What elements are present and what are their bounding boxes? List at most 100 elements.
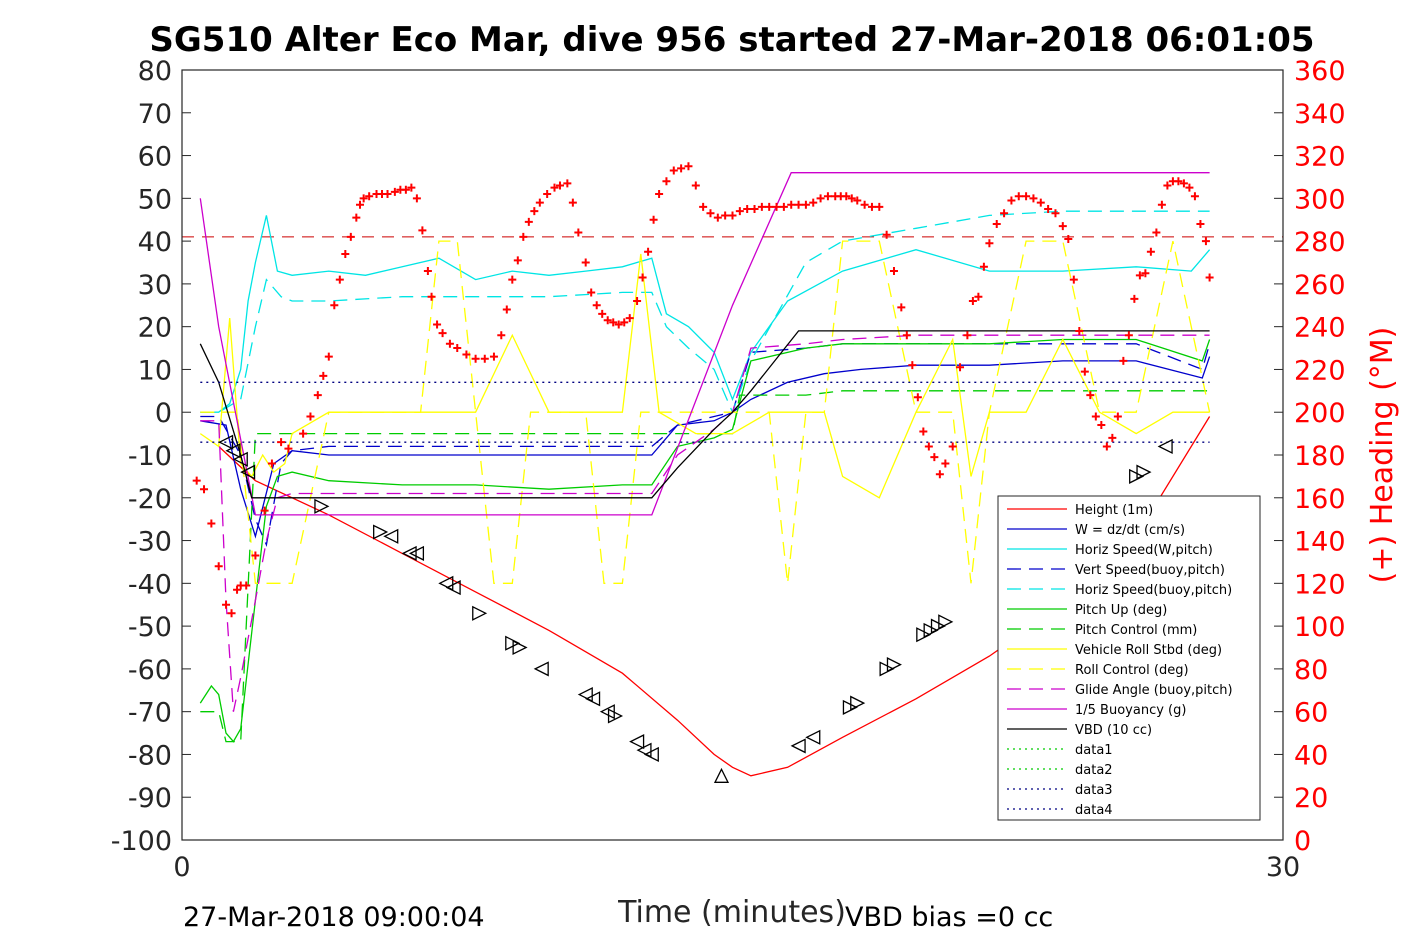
heading-marker bbox=[735, 207, 744, 216]
triangle-marker bbox=[472, 605, 488, 621]
heading-marker bbox=[691, 181, 700, 190]
right-y-tick-label: 320 bbox=[1294, 142, 1346, 173]
heading-marker bbox=[200, 485, 209, 494]
heading-marker bbox=[1080, 367, 1089, 376]
heading-marker bbox=[227, 609, 236, 618]
heading-marker bbox=[480, 354, 489, 363]
heading-marker bbox=[902, 331, 911, 340]
heading-marker bbox=[750, 205, 759, 214]
heading-marker bbox=[908, 361, 917, 370]
y-tick-label: -40 bbox=[128, 569, 172, 600]
heading-marker bbox=[390, 187, 399, 196]
triangle-marker bbox=[938, 614, 954, 630]
y-tick-label: -100 bbox=[111, 826, 172, 857]
triangle-marker bbox=[886, 657, 902, 673]
series-line bbox=[200, 343, 1211, 548]
heading-marker bbox=[284, 444, 293, 453]
triangle-marker bbox=[232, 451, 248, 467]
heading-marker bbox=[550, 183, 559, 192]
heading-marker bbox=[519, 232, 528, 241]
y-tick-label: 70 bbox=[138, 99, 172, 130]
heading-marker bbox=[772, 202, 781, 211]
heading-marker bbox=[524, 217, 533, 226]
y-tick-label: 80 bbox=[138, 56, 172, 87]
heading-marker bbox=[842, 192, 851, 201]
heading-marker bbox=[251, 551, 260, 560]
heading-marker bbox=[1135, 271, 1144, 280]
heading-marker bbox=[383, 190, 392, 199]
heading-marker bbox=[341, 249, 350, 258]
heading-marker bbox=[502, 305, 511, 314]
heading-marker bbox=[556, 181, 565, 190]
triangle-marker bbox=[445, 580, 461, 596]
triangle-marker bbox=[240, 464, 256, 480]
right-y-tick-label: 160 bbox=[1294, 484, 1346, 515]
heading-marker bbox=[508, 275, 517, 284]
legend-label: 1/5 Buoyancy (g) bbox=[1075, 703, 1186, 718]
heading-marker bbox=[963, 331, 972, 340]
heading-marker bbox=[433, 320, 442, 329]
heading-marker bbox=[875, 202, 884, 211]
heading-marker bbox=[267, 459, 276, 468]
heading-marker bbox=[513, 256, 522, 265]
triangle-marker bbox=[373, 524, 389, 540]
x-tick-label: 30 bbox=[1266, 852, 1300, 883]
triangle-marker bbox=[438, 575, 454, 591]
heading-marker bbox=[801, 200, 810, 209]
y-tick-label: -20 bbox=[128, 484, 172, 515]
heading-marker bbox=[427, 292, 436, 301]
heading-marker bbox=[1000, 209, 1009, 218]
legend-label: Horiz Speed(W,pitch) bbox=[1075, 543, 1213, 558]
y-tick-label: 40 bbox=[138, 227, 172, 258]
triangle-marker bbox=[879, 661, 895, 677]
heading-marker bbox=[823, 192, 832, 201]
heading-marker bbox=[489, 352, 498, 361]
heading-marker bbox=[1124, 331, 1133, 340]
heading-marker bbox=[882, 230, 891, 239]
heading-marker bbox=[897, 303, 906, 312]
legend-label: Glide Angle (buoy,pitch) bbox=[1075, 683, 1233, 698]
right-y-tick-label: 260 bbox=[1294, 270, 1346, 301]
right-y-axis-label: (+) Heading (°M) bbox=[1365, 327, 1400, 584]
heading-marker bbox=[721, 211, 730, 220]
left-y-axis: 80 70 60 50 40 30 20 10 0 -10 -20 -30 -40 -50 -60 -70 -8… bbox=[111, 56, 191, 857]
heading-marker bbox=[453, 344, 462, 353]
triangle-marker bbox=[629, 734, 645, 750]
heading-marker bbox=[445, 339, 454, 348]
y-tick-label: 60 bbox=[138, 142, 172, 173]
heading-marker bbox=[644, 247, 653, 256]
heading-marker bbox=[649, 215, 658, 224]
heading-marker bbox=[956, 363, 965, 372]
right-y-tick-label: 120 bbox=[1294, 569, 1346, 600]
heading-marker bbox=[1185, 183, 1194, 192]
heading-marker bbox=[1201, 237, 1210, 246]
triangle-marker bbox=[1129, 468, 1145, 484]
legend-label: Pitch Control (mm) bbox=[1075, 623, 1197, 638]
triangle-marker bbox=[916, 627, 932, 643]
series-line bbox=[199, 172, 1210, 516]
heading-marker bbox=[1044, 205, 1053, 214]
legend-label: data1 bbox=[1075, 743, 1113, 758]
heading-marker bbox=[587, 288, 596, 297]
heading-marker bbox=[497, 331, 506, 340]
right-y-tick-label: 40 bbox=[1294, 740, 1328, 771]
triangle-marker bbox=[643, 746, 659, 762]
heading-marker bbox=[407, 183, 416, 192]
heading-marker bbox=[1141, 269, 1150, 278]
right-y-tick-label: 280 bbox=[1294, 227, 1346, 258]
heading-marker bbox=[563, 179, 572, 188]
triangle-marker bbox=[805, 729, 821, 745]
legend-label: Roll Control (deg) bbox=[1075, 663, 1189, 678]
heading-marker bbox=[207, 519, 216, 528]
heading-marker bbox=[603, 316, 612, 325]
heading-marker bbox=[935, 470, 944, 479]
right-y-axis: 3603403203002802602402202001801601401201… bbox=[1274, 56, 1346, 857]
triangle-marker bbox=[314, 498, 330, 514]
heading-marker bbox=[1174, 177, 1183, 186]
right-y-tick-label: 340 bbox=[1294, 99, 1346, 130]
y-tick-label: 10 bbox=[138, 355, 172, 386]
y-tick-label: -80 bbox=[128, 740, 172, 771]
series-line bbox=[200, 210, 1210, 414]
right-y-tick-label: 200 bbox=[1294, 398, 1346, 429]
heading-marker bbox=[794, 200, 803, 209]
